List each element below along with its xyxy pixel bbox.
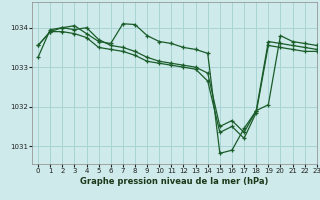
X-axis label: Graphe pression niveau de la mer (hPa): Graphe pression niveau de la mer (hPa) [80,177,268,186]
